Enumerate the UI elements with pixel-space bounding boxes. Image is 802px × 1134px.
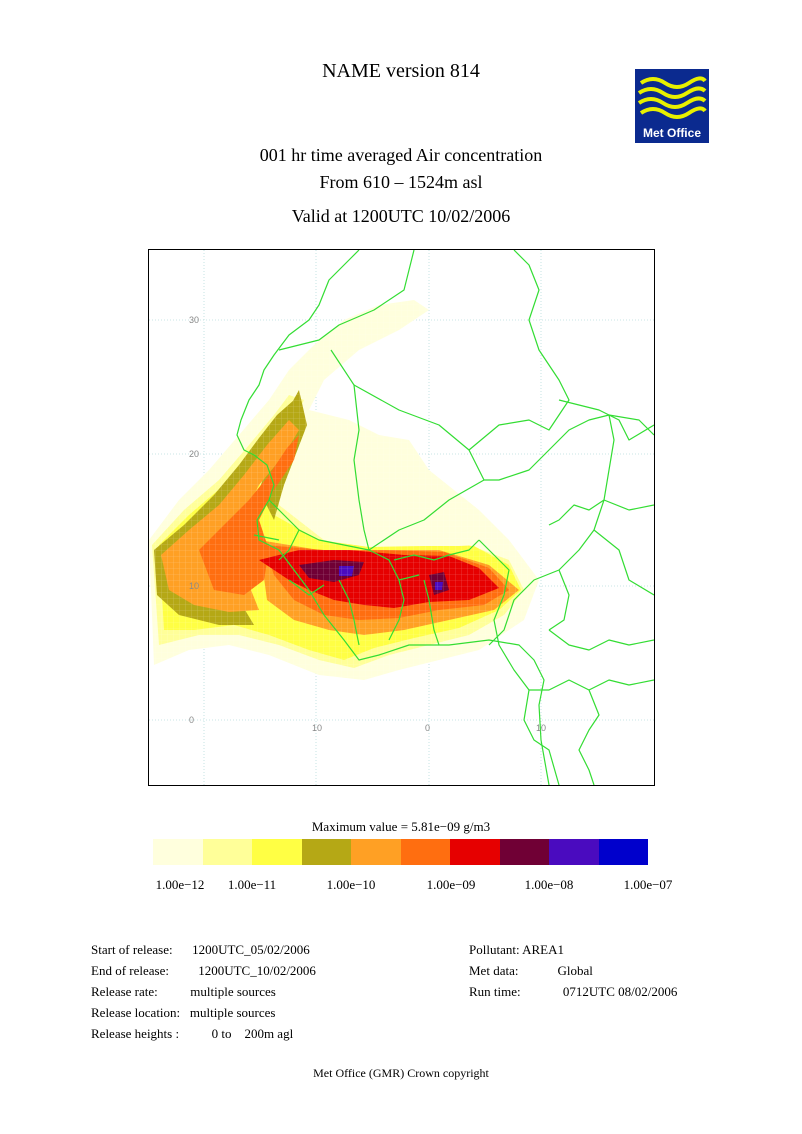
release-heights: Release heights : 0 to 200m agl bbox=[91, 1026, 294, 1041]
border-mali-burkina bbox=[298, 529, 405, 641]
color-scale-cell bbox=[400, 839, 450, 865]
color-scale-cell bbox=[450, 839, 500, 865]
border-niger-chad bbox=[484, 414, 615, 646]
border-central bbox=[529, 679, 600, 785]
border-libya-egypt bbox=[558, 399, 654, 441]
border-ghana-togo bbox=[338, 539, 480, 646]
copyright-footer: Met Office (GMR) Crown copyright bbox=[313, 1066, 489, 1080]
lon-label: 10 bbox=[536, 723, 546, 733]
scale-label: 1.00e−08 bbox=[524, 877, 574, 892]
latitude-labels: 30 20 10 0 bbox=[189, 315, 199, 725]
scale-label: 1.00e−12 bbox=[155, 877, 205, 892]
border-algeria-libya bbox=[468, 250, 570, 451]
lon-label: 0 bbox=[425, 723, 430, 733]
country-borders bbox=[236, 250, 654, 785]
met-office-logo: Met Office bbox=[635, 69, 709, 143]
color-scale-cell bbox=[202, 839, 252, 865]
color-scale-cell bbox=[598, 839, 648, 865]
scale-label: 1.00e−10 bbox=[326, 877, 376, 892]
subtitle-quantity: 001 hr time averaged Air concentration bbox=[259, 145, 543, 165]
map-canvas: 30 20 10 0 10 0 10 bbox=[149, 250, 654, 785]
scale-label: 1.00e−07 bbox=[623, 877, 673, 892]
color-scale-cell bbox=[252, 839, 302, 865]
pollutant: Pollutant: AREA1 bbox=[469, 942, 564, 957]
color-scale-bar bbox=[153, 839, 648, 865]
border-congo bbox=[548, 629, 654, 691]
release-start: Start of release: 1200UTC_05/02/2006 bbox=[91, 942, 310, 957]
release-end: End of release: 1200UTC_10/02/2006 bbox=[91, 963, 316, 978]
release-rate: Release rate: multiple sources bbox=[91, 984, 276, 999]
lat-label: 20 bbox=[189, 449, 199, 459]
border-sudan bbox=[593, 414, 654, 596]
border-east bbox=[548, 499, 605, 631]
run-time: Run time: 0712UTC 08/02/2006 bbox=[469, 984, 678, 999]
logo-waves-icon bbox=[637, 76, 707, 119]
color-scale-cell bbox=[301, 839, 351, 865]
color-scale-cell bbox=[153, 839, 203, 865]
color-scale-labels: 1.00e−12 1.00e−11 1.00e−10 1.00e−09 1.00… bbox=[0, 877, 802, 895]
plume bbox=[149, 300, 539, 680]
maximum-value-label: Maximum value = 5.81e−09 g/m3 bbox=[311, 819, 491, 834]
release-location: Release location: multiple sources bbox=[91, 1005, 276, 1020]
lat-label: 0 bbox=[189, 715, 194, 725]
concentration-map: 30 20 10 0 10 0 10 bbox=[148, 249, 655, 786]
border-guinea bbox=[253, 499, 325, 596]
lon-label: 10 bbox=[312, 723, 322, 733]
color-scale-cell bbox=[499, 839, 549, 865]
lat-label: 10 bbox=[189, 581, 199, 591]
logo-text: Met Office bbox=[642, 126, 701, 140]
subtitle-level: From 610 – 1524m asl bbox=[319, 172, 483, 192]
scale-label: 1.00e−09 bbox=[426, 877, 476, 892]
color-scale-cell bbox=[351, 839, 401, 865]
valid-time: Valid at 1200UTC 10/02/2006 bbox=[291, 206, 511, 226]
coastline-west-africa bbox=[236, 250, 550, 785]
longitude-labels: 10 0 10 bbox=[312, 723, 546, 733]
lat-label: 30 bbox=[189, 315, 199, 325]
met-data: Met data: Global bbox=[469, 963, 593, 978]
color-scale-cell bbox=[549, 839, 599, 865]
border-nigeria-cameroon bbox=[478, 539, 560, 785]
scale-label: 1.00e−11 bbox=[227, 877, 277, 892]
border-morocco-algeria bbox=[278, 250, 415, 351]
page-title: NAME version 814 bbox=[322, 60, 480, 82]
